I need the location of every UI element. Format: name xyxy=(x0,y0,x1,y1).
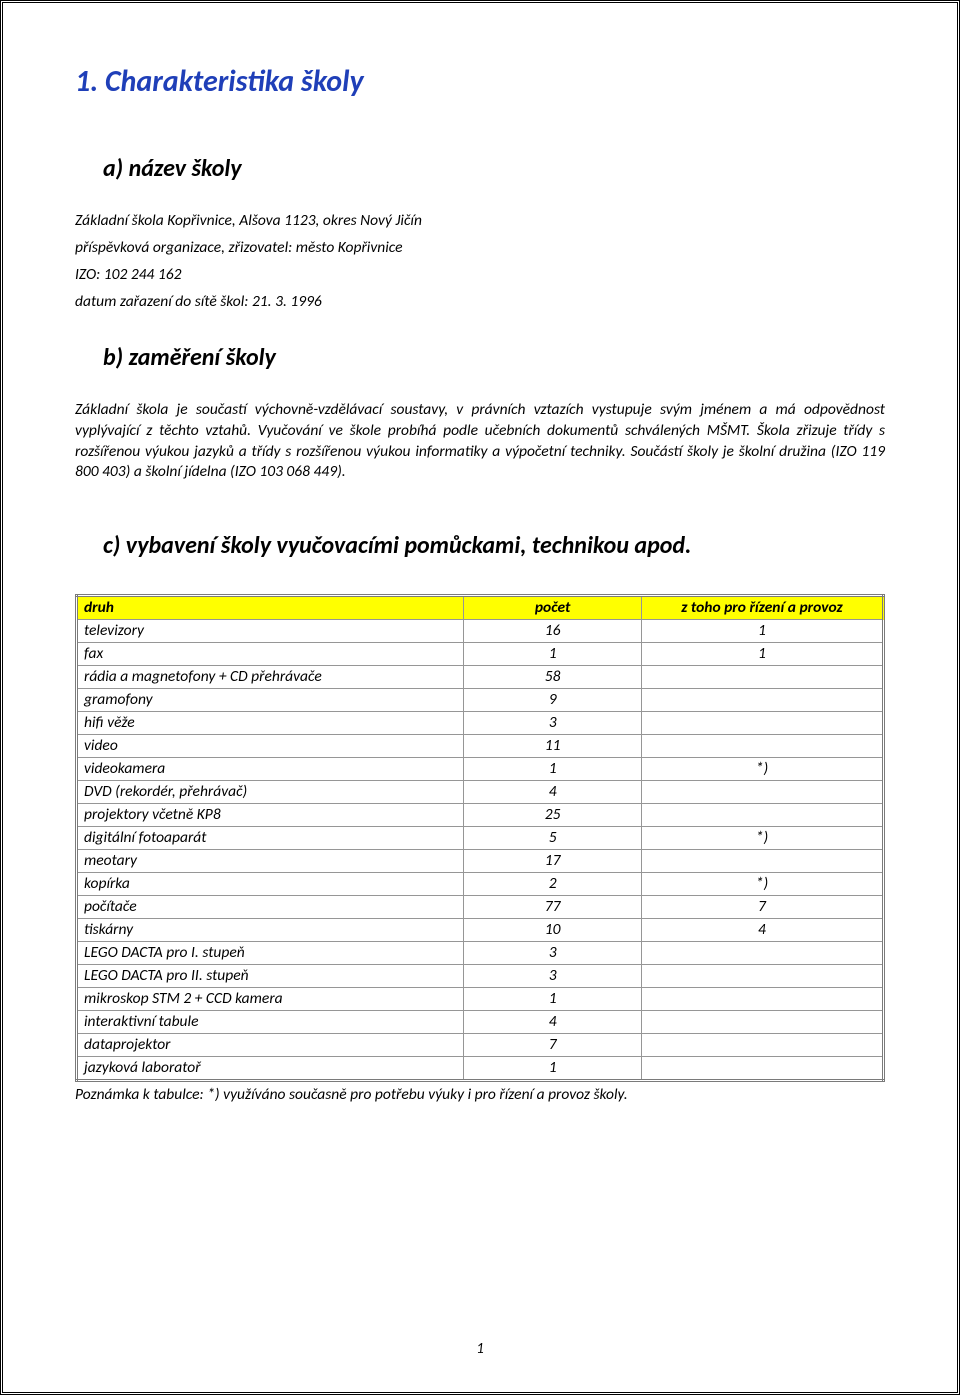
cell-count: 5 xyxy=(464,827,642,850)
cell-count: 2 xyxy=(464,873,642,896)
cell-note xyxy=(641,1034,883,1057)
table-row: interaktivní tabule4 xyxy=(77,1011,884,1034)
cell-count: 1 xyxy=(464,988,642,1011)
cell-note xyxy=(641,965,883,988)
cell-type: počítače xyxy=(77,896,464,919)
cell-count: 58 xyxy=(464,666,642,689)
table-row: jazyková laboratoř1 xyxy=(77,1057,884,1081)
table-row: meotary17 xyxy=(77,850,884,873)
table-row: kopírka2*) xyxy=(77,873,884,896)
cell-type: LEGO DACTA pro II. stupeň xyxy=(77,965,464,988)
cell-note xyxy=(641,689,883,712)
table-row: hifi věže3 xyxy=(77,712,884,735)
cell-note xyxy=(641,712,883,735)
section-a-body: Základní škola Kopřivnice, Alšova 1123, … xyxy=(75,211,885,313)
cell-type: videokamera xyxy=(77,758,464,781)
page-title: 1. Charakteristika školy xyxy=(75,63,885,100)
col-header-count: počet xyxy=(464,596,642,620)
table-header-row: druh počet z toho pro řízení a provoz xyxy=(77,596,884,620)
cell-count: 3 xyxy=(464,712,642,735)
table-row: televizory161 xyxy=(77,620,884,643)
cell-note: *) xyxy=(641,827,883,850)
cell-type: gramofony xyxy=(77,689,464,712)
equipment-table: druh počet z toho pro řízení a provoz te… xyxy=(75,594,885,1082)
cell-type: mikroskop STM 2 + CCD kamera xyxy=(77,988,464,1011)
cell-type: video xyxy=(77,735,464,758)
table-row: projektory včetně KP825 xyxy=(77,804,884,827)
section-a-line: Základní škola Kopřivnice, Alšova 1123, … xyxy=(75,211,885,232)
cell-note xyxy=(641,850,883,873)
cell-note: 7 xyxy=(641,896,883,919)
cell-type: LEGO DACTA pro I. stupeň xyxy=(77,942,464,965)
section-b-title: b) zaměření školy xyxy=(75,343,885,372)
cell-count: 3 xyxy=(464,965,642,988)
cell-count: 9 xyxy=(464,689,642,712)
table-row: LEGO DACTA pro I. stupeň3 xyxy=(77,942,884,965)
cell-note xyxy=(641,666,883,689)
cell-type: hifi věže xyxy=(77,712,464,735)
col-header-note: z toho pro řízení a provoz xyxy=(641,596,883,620)
table-body: televizory161fax11rádia a magnetofony + … xyxy=(77,620,884,1081)
table-row: dataprojektor7 xyxy=(77,1034,884,1057)
table-row: rádia a magnetofony + CD přehrávače58 xyxy=(77,666,884,689)
cell-count: 10 xyxy=(464,919,642,942)
cell-type: dataprojektor xyxy=(77,1034,464,1057)
cell-note xyxy=(641,1057,883,1081)
cell-count: 25 xyxy=(464,804,642,827)
cell-type: televizory xyxy=(77,620,464,643)
table-row: gramofony9 xyxy=(77,689,884,712)
cell-count: 3 xyxy=(464,942,642,965)
cell-note: *) xyxy=(641,758,883,781)
cell-count: 77 xyxy=(464,896,642,919)
cell-note xyxy=(641,988,883,1011)
table-row: fax11 xyxy=(77,643,884,666)
cell-type: kopírka xyxy=(77,873,464,896)
cell-count: 4 xyxy=(464,1011,642,1034)
cell-note xyxy=(641,942,883,965)
table-row: tiskárny104 xyxy=(77,919,884,942)
col-header-type: druh xyxy=(77,596,464,620)
page-number: 1 xyxy=(3,1340,957,1358)
table-row: LEGO DACTA pro II. stupeň3 xyxy=(77,965,884,988)
table-row: video11 xyxy=(77,735,884,758)
cell-type: fax xyxy=(77,643,464,666)
cell-type: interaktivní tabule xyxy=(77,1011,464,1034)
cell-note: 4 xyxy=(641,919,883,942)
section-a-line: IZO: 102 244 162 xyxy=(75,265,885,286)
cell-note xyxy=(641,1011,883,1034)
table-row: videokamera1*) xyxy=(77,758,884,781)
cell-type: rádia a magnetofony + CD přehrávače xyxy=(77,666,464,689)
cell-type: DVD (rekordér, přehrávač) xyxy=(77,781,464,804)
cell-note: 1 xyxy=(641,620,883,643)
cell-type: tiskárny xyxy=(77,919,464,942)
cell-count: 16 xyxy=(464,620,642,643)
cell-count: 17 xyxy=(464,850,642,873)
cell-count: 4 xyxy=(464,781,642,804)
table-row: DVD (rekordér, přehrávač)4 xyxy=(77,781,884,804)
table-row: mikroskop STM 2 + CCD kamera1 xyxy=(77,988,884,1011)
table-footnote: Poznámka k tabulce: *) využíváno současn… xyxy=(75,1085,885,1104)
section-a-line: příspěvková organizace, zřizovatel: měst… xyxy=(75,238,885,259)
cell-type: jazyková laboratoř xyxy=(77,1057,464,1081)
cell-count: 1 xyxy=(464,643,642,666)
cell-note: *) xyxy=(641,873,883,896)
section-c-title: c) vybavení školy vyučovacími pomůckami,… xyxy=(75,531,885,560)
cell-count: 7 xyxy=(464,1034,642,1057)
cell-count: 11 xyxy=(464,735,642,758)
section-b-paragraph: Základní škola je součastí výchovně-vzdě… xyxy=(75,400,885,484)
section-b-body: Základní škola je součastí výchovně-vzdě… xyxy=(75,400,885,484)
cell-type: digitální fotoaparát xyxy=(77,827,464,850)
table-row: počítače777 xyxy=(77,896,884,919)
section-a-line: datum zařazení do sítě škol: 21. 3. 1996 xyxy=(75,292,885,313)
cell-type: projektory včetně KP8 xyxy=(77,804,464,827)
cell-type: meotary xyxy=(77,850,464,873)
table-row: digitální fotoaparát5*) xyxy=(77,827,884,850)
section-a-title: a) název školy xyxy=(75,154,885,183)
cell-count: 1 xyxy=(464,758,642,781)
cell-count: 1 xyxy=(464,1057,642,1081)
cell-note xyxy=(641,781,883,804)
cell-note: 1 xyxy=(641,643,883,666)
cell-note xyxy=(641,735,883,758)
cell-note xyxy=(641,804,883,827)
